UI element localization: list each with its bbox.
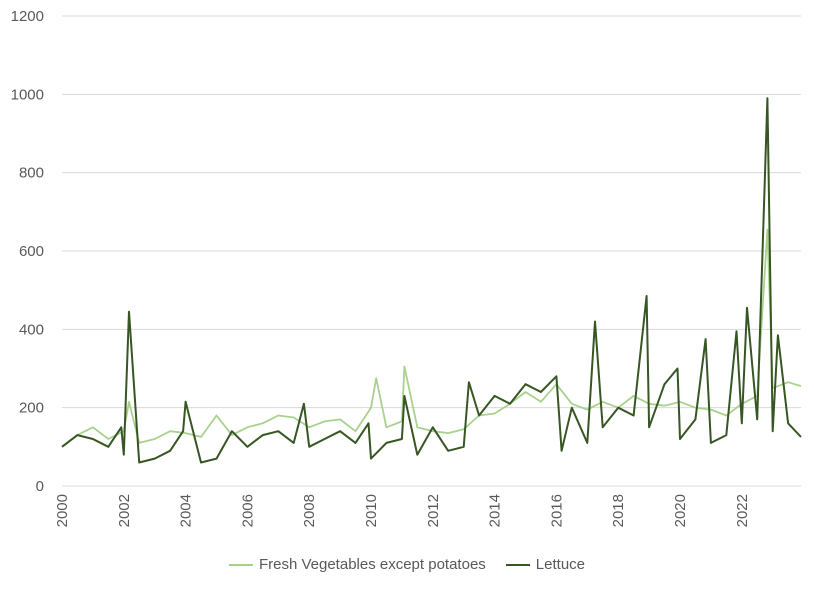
- x-tick-label: 2016: [548, 494, 565, 527]
- y-tick-label: 800: [19, 165, 44, 182]
- legend-swatch-fresh-vegetables: [228, 563, 253, 566]
- y-axis-ticks: 0 200 400 600 800 1000 1200: [11, 8, 44, 495]
- x-tick-label: 2014: [487, 494, 504, 527]
- y-tick-label: 0: [36, 478, 44, 495]
- y-tick-label: 600: [19, 243, 44, 260]
- series-line-fresh-vegetables: [61, 228, 802, 448]
- y-tick-label: 400: [19, 321, 44, 338]
- legend-item-lettuce: Lettuce: [505, 556, 586, 573]
- series-lines: [61, 97, 802, 464]
- legend-swatch-lettuce: [505, 563, 530, 566]
- x-tick-label: 2010: [363, 494, 380, 527]
- x-tick-label: 2000: [54, 494, 71, 527]
- x-axis-ticks: 2000 2002 2004 2006 2008 2010 2012 2014 2016 2018…: [54, 494, 751, 527]
- x-tick-label: 2008: [301, 494, 318, 527]
- x-tick-label: 2002: [116, 494, 133, 527]
- x-tick-label: 2018: [610, 494, 627, 527]
- legend-label-lettuce: Lettuce: [535, 556, 586, 573]
- x-tick-label: 2022: [734, 494, 751, 527]
- legend-label-fresh-vegetables: Fresh Vegetables except potatoes: [258, 556, 486, 573]
- series-line-lettuce: [61, 97, 802, 464]
- legend: Fresh Vegetables except potatoes Lettuce: [0, 556, 814, 573]
- gridlines: [62, 15, 801, 487]
- x-tick-label: 2006: [239, 494, 256, 527]
- x-tick-label: 2020: [672, 494, 689, 527]
- y-tick-label: 1000: [11, 86, 44, 103]
- x-tick-label: 2012: [425, 494, 442, 527]
- legend-item-fresh-vegetables: Fresh Vegetables except potatoes: [228, 556, 486, 573]
- y-tick-label: 200: [19, 400, 44, 417]
- y-tick-label: 1200: [11, 8, 44, 25]
- x-tick-label: 2004: [178, 494, 195, 527]
